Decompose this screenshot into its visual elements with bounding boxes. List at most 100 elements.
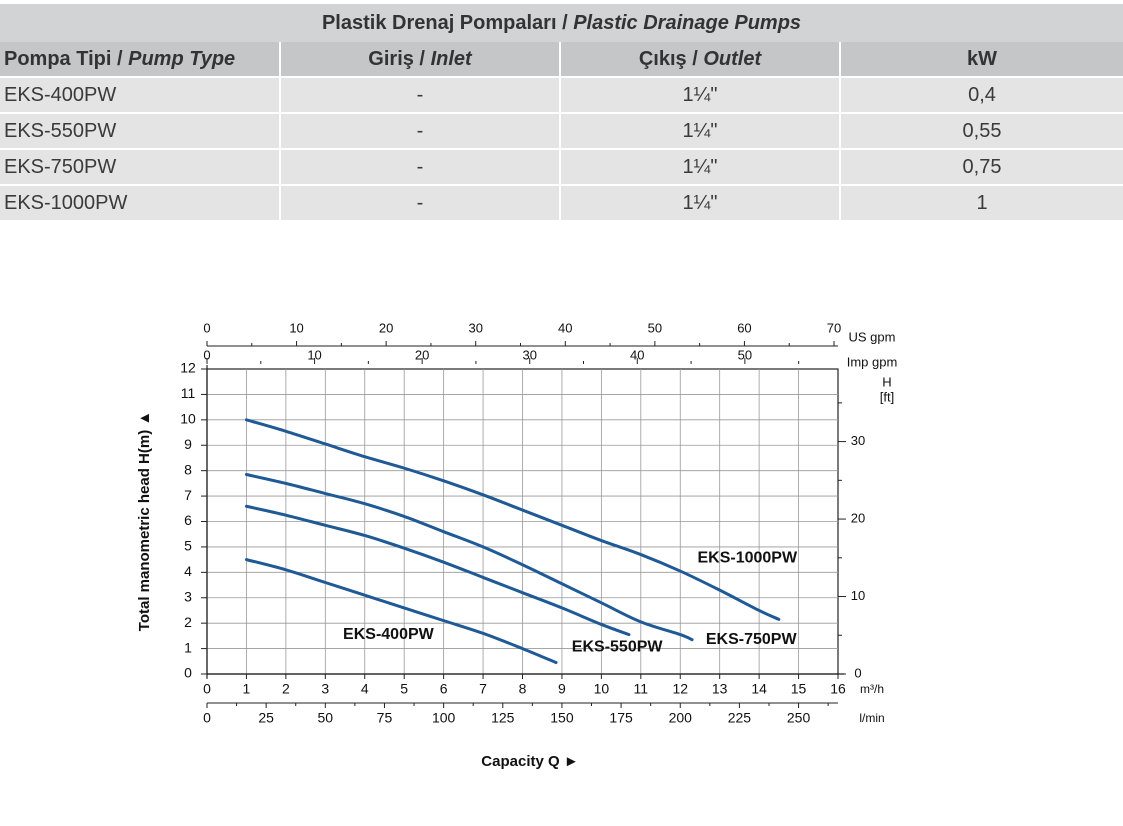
- usgpm-tick-label: 30: [468, 320, 482, 335]
- usgpm-tick-label: 50: [648, 320, 662, 335]
- lmin-unit-label: l/min: [859, 711, 884, 725]
- y-tick-label: 1: [184, 639, 192, 655]
- x-tick-label: 4: [361, 681, 369, 697]
- header-inlet: Giriş / Inlet: [279, 42, 560, 77]
- y-tick-label: 2: [184, 614, 192, 630]
- impgpm-tick-label: 0: [203, 347, 210, 362]
- table-row: EKS-1000PW - 1¼" 1: [0, 184, 1123, 220]
- y-tick-label: 4: [184, 563, 192, 579]
- lmin-tick-label: 0: [203, 710, 211, 726]
- series-label-eks-400pw: EKS-400PW: [343, 626, 435, 643]
- lmin-tick-label: 75: [377, 710, 393, 726]
- ft-unit-label-h: H: [882, 374, 891, 389]
- cell-kw: 0,55: [838, 112, 1123, 149]
- cell-type: EKS-400PW: [0, 76, 280, 113]
- y-tick-label: 5: [184, 538, 192, 554]
- y-tick-label: 3: [184, 588, 192, 604]
- impgpm-tick-label: 20: [415, 347, 429, 362]
- lmin-tick-label: 225: [728, 710, 752, 726]
- lmin-tick-label: 25: [258, 710, 274, 726]
- table-title-italic: Plastic Drainage Pumps: [573, 11, 802, 34]
- series-label-eks-750pw: EKS-750PW: [706, 631, 798, 648]
- table-row: EKS-750PW - 1¼" 0,75: [0, 148, 1123, 185]
- cell-outlet: 1¼": [559, 184, 840, 220]
- impgpm-unit-label: Imp gpm: [847, 354, 898, 369]
- series-label-eks-550pw: EKS-550PW: [572, 639, 664, 656]
- y-tick-label: 8: [184, 461, 192, 477]
- y-tick-label: 0: [184, 665, 192, 681]
- impgpm-tick-label: 30: [522, 347, 536, 362]
- usgpm-tick-label: 20: [379, 320, 393, 335]
- cell-outlet: 1¼": [559, 76, 840, 113]
- table-row: EKS-550PW - 1¼" 0,55: [0, 112, 1123, 149]
- pump-spec-table: Plastik Drenaj Pompaları / Plastic Drain…: [0, 4, 1123, 220]
- x-tick-label: 12: [672, 681, 688, 697]
- x-tick-label: 2: [282, 681, 290, 697]
- y-tick-label: 10: [180, 411, 196, 427]
- x-axis-title: Capacity Q ►: [481, 753, 578, 770]
- x-tick-label: 0: [203, 681, 211, 697]
- series-label-eks-1000pw: EKS-1000PW: [697, 550, 797, 567]
- y-tick-label: 6: [184, 512, 192, 528]
- y-axis-title: Total manometric head H(m) ▲: [136, 411, 153, 631]
- ft-tick-label: 20: [851, 510, 865, 525]
- y-tick-label: 7: [184, 487, 192, 503]
- x-unit-label: m³/h: [860, 682, 884, 696]
- header-pump-type: Pompa Tipi / Pump Type: [0, 42, 280, 77]
- lmin-tick-label: 50: [318, 710, 334, 726]
- x-tick-label: 9: [558, 681, 566, 697]
- lmin-tick-label: 150: [550, 710, 574, 726]
- x-tick-label: 15: [791, 681, 807, 697]
- cell-kw: 0,4: [838, 76, 1123, 113]
- impgpm-tick-label: 50: [738, 347, 752, 362]
- cell-inlet: -: [279, 184, 560, 220]
- ft-unit-label-ft: [ft]: [880, 389, 894, 404]
- x-tick-label: 1: [243, 681, 251, 697]
- x-tick-label: 16: [830, 681, 846, 697]
- x-tick-label: 3: [321, 681, 329, 697]
- table-row: EKS-400PW - 1¼" 0,4: [0, 76, 1123, 113]
- x-tick-label: 5: [400, 681, 408, 697]
- lmin-tick-label: 175: [609, 710, 633, 726]
- cell-outlet: 1¼": [559, 148, 840, 185]
- table-header-row: Pompa Tipi / Pump Type Giriş / Inlet Çık…: [0, 42, 1123, 77]
- table-title-row: Plastik Drenaj Pompaları / Plastic Drain…: [0, 4, 1123, 42]
- x-tick-label: 7: [479, 681, 487, 697]
- usgpm-tick-label: 0: [203, 320, 210, 335]
- cell-inlet: -: [279, 76, 560, 113]
- usgpm-tick-label: 60: [737, 320, 751, 335]
- y-tick-label: 11: [181, 385, 196, 401]
- lmin-tick-label: 125: [491, 710, 515, 726]
- x-tick-label: 13: [712, 681, 728, 697]
- cell-kw: 0,75: [838, 148, 1123, 185]
- y-tick-label: 9: [184, 436, 192, 452]
- table-title-main: Plastik Drenaj Pompaları /: [321, 11, 568, 34]
- cell-type: EKS-1000PW: [0, 184, 280, 220]
- x-tick-label: 8: [519, 681, 527, 697]
- curve-eks-400pw: [244, 558, 558, 665]
- x-tick-label: 11: [634, 681, 649, 697]
- lmin-tick-label: 200: [669, 710, 693, 726]
- ft-tick-label: 0: [854, 665, 861, 680]
- y-tick-label: 12: [180, 360, 196, 376]
- cell-inlet: -: [279, 112, 560, 149]
- lmin-tick-label: 250: [787, 710, 811, 726]
- cell-type: EKS-750PW: [0, 148, 280, 185]
- usgpm-tick-label: 10: [289, 320, 303, 335]
- usgpm-tick-label: 40: [558, 320, 572, 335]
- curve-eks-550pw: [244, 504, 631, 637]
- ft-tick-label: 30: [851, 433, 865, 448]
- cell-inlet: -: [279, 148, 560, 185]
- curve-eks-750pw: [244, 472, 694, 642]
- x-tick-label: 6: [440, 681, 448, 697]
- cell-type: EKS-550PW: [0, 112, 280, 149]
- cell-outlet: 1¼": [559, 112, 840, 149]
- usgpm-unit-label: US gpm: [849, 329, 896, 344]
- table-title: Plastik Drenaj Pompaları / Plastic Drain…: [0, 4, 1123, 42]
- impgpm-tick-label: 10: [307, 347, 321, 362]
- x-tick-label: 10: [594, 681, 610, 697]
- impgpm-tick-label: 40: [630, 347, 644, 362]
- lmin-tick-label: 100: [432, 710, 456, 726]
- header-outlet: Çıkış / Outlet: [559, 42, 840, 77]
